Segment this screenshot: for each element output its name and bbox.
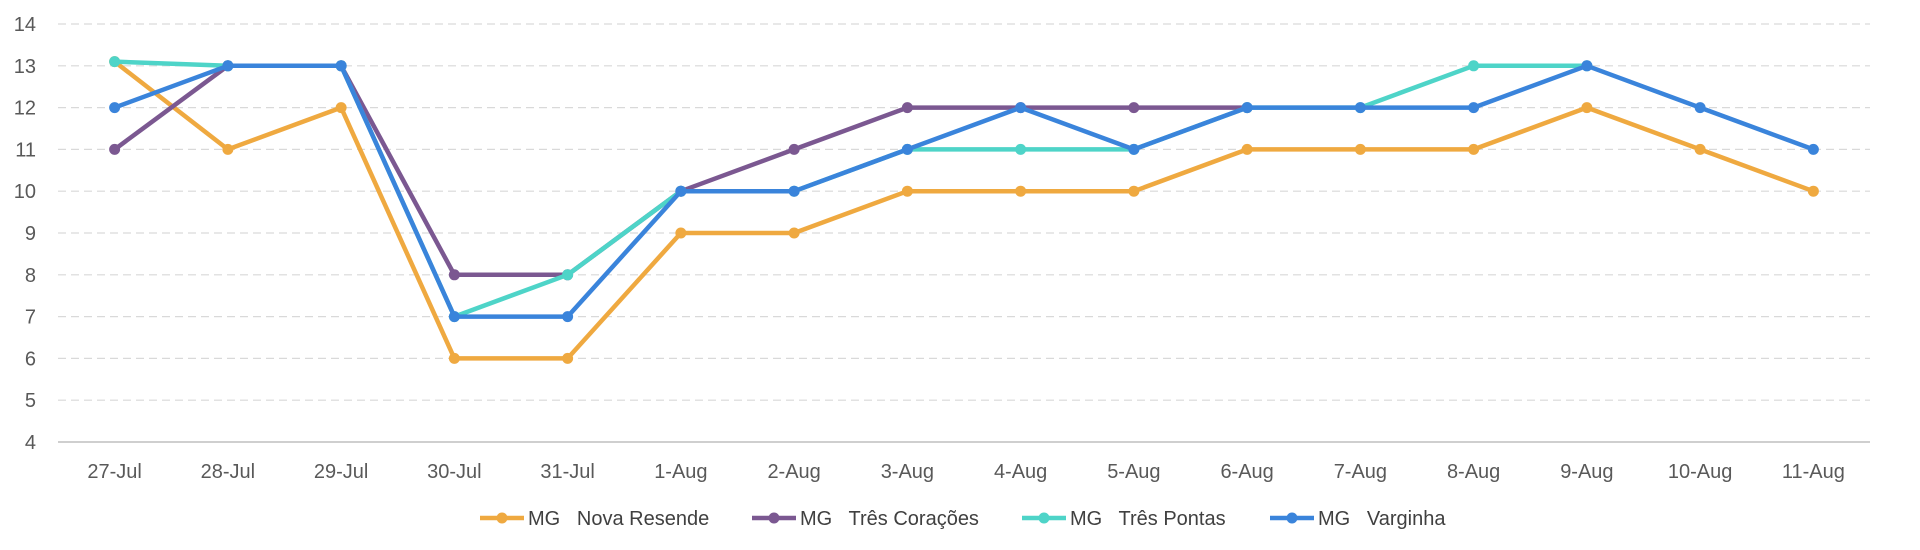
y-tick-label: 10 (14, 181, 36, 203)
data-point (222, 60, 234, 72)
x-tick-label: 30-Jul (427, 461, 481, 483)
data-point (448, 352, 460, 364)
series-0 (109, 56, 1819, 364)
legend-label: MG Nova Resende (528, 508, 709, 530)
x-tick-label: 4-Aug (994, 461, 1047, 483)
series-3 (109, 60, 1819, 323)
data-point (1807, 185, 1819, 197)
legend-item: MG Três Corações (752, 508, 979, 530)
data-point (901, 102, 913, 114)
data-point (448, 311, 460, 323)
x-tick-label: 29-Jul (314, 461, 368, 483)
data-point (562, 269, 574, 281)
series-2 (109, 56, 1593, 323)
data-point (562, 311, 574, 323)
legend-swatch-marker (768, 512, 780, 524)
x-tick-label: 31-Jul (540, 461, 594, 483)
data-point (109, 143, 121, 155)
legend-item: MG Nova Resende (480, 508, 709, 530)
series-lines (109, 56, 1819, 364)
data-point (1468, 60, 1480, 72)
legend-item: MG Três Pontas (1022, 508, 1226, 530)
data-point (675, 185, 687, 197)
x-tick-label: 7-Aug (1334, 461, 1387, 483)
series-1 (109, 60, 1253, 281)
x-tick-label: 3-Aug (881, 461, 934, 483)
data-point (1015, 185, 1027, 197)
data-point (1807, 143, 1819, 155)
data-point (1694, 102, 1706, 114)
y-tick-label: 13 (14, 56, 36, 78)
data-point (1128, 143, 1140, 155)
data-point (1468, 102, 1480, 114)
series-line (112, 63, 1816, 319)
data-point (1241, 102, 1253, 114)
x-tick-label: 9-Aug (1560, 461, 1613, 483)
data-point (1694, 143, 1706, 155)
x-tick-label: 10-Aug (1668, 461, 1733, 483)
data-point (222, 143, 234, 155)
legend-item: MG Varginha (1270, 508, 1446, 530)
x-tick-label: 27-Jul (87, 461, 141, 483)
legend-swatch-marker (496, 512, 508, 524)
series-line (112, 59, 1816, 361)
y-tick-label: 5 (25, 390, 36, 412)
x-tick-label: 1-Aug (654, 461, 707, 483)
x-tick-label: 6-Aug (1220, 461, 1273, 483)
axes: 4 5 6 7 8 9 10 11 12 13 14 27-Jul 28-Jul 29-Jul 30-Jul… (14, 14, 1870, 483)
data-point (675, 227, 687, 239)
y-tick-label: 8 (25, 265, 36, 287)
data-point (335, 60, 347, 72)
y-tick-label: 11 (15, 139, 36, 161)
legend-swatch-marker (1038, 512, 1050, 524)
series-line (112, 63, 1250, 278)
gridlines (58, 23, 1870, 401)
data-point (1241, 143, 1253, 155)
data-point (1581, 102, 1593, 114)
data-point (1128, 185, 1140, 197)
data-point (109, 102, 121, 114)
y-tick-label: 9 (25, 223, 36, 245)
legend: MG Nova Resende MG Três Corações MG Três P… (480, 508, 1446, 530)
data-point (788, 143, 800, 155)
x-tick-label: 2-Aug (767, 461, 820, 483)
y-tick-label: 14 (14, 14, 36, 36)
data-point (1015, 102, 1027, 114)
y-tick-label: 6 (25, 348, 36, 370)
data-point (1015, 143, 1027, 155)
legend-label: MG Três Pontas (1070, 508, 1226, 530)
data-point (788, 185, 800, 197)
legend-label: MG Três Corações (800, 508, 979, 530)
legend-swatch-marker (1286, 512, 1298, 524)
x-tick-label: 8-Aug (1447, 461, 1500, 483)
data-point (335, 102, 347, 114)
data-point (448, 269, 460, 281)
x-tick-label: 11-Aug (1782, 461, 1845, 483)
legend-label: MG Varginha (1318, 508, 1446, 530)
y-tick-label: 4 (25, 432, 36, 454)
data-point (901, 185, 913, 197)
data-point (562, 352, 574, 364)
y-tick-label: 12 (14, 98, 36, 120)
data-point (109, 56, 121, 68)
series-line (112, 59, 1590, 319)
data-point (1354, 143, 1366, 155)
data-point (1354, 102, 1366, 114)
y-tick-label: 7 (25, 307, 36, 329)
data-point (788, 227, 800, 239)
x-tick-label: 5-Aug (1107, 461, 1160, 483)
data-point (1581, 60, 1593, 72)
data-point (1468, 143, 1480, 155)
x-tick-label: 28-Jul (201, 461, 255, 483)
data-point (901, 143, 913, 155)
data-point (1128, 102, 1140, 114)
